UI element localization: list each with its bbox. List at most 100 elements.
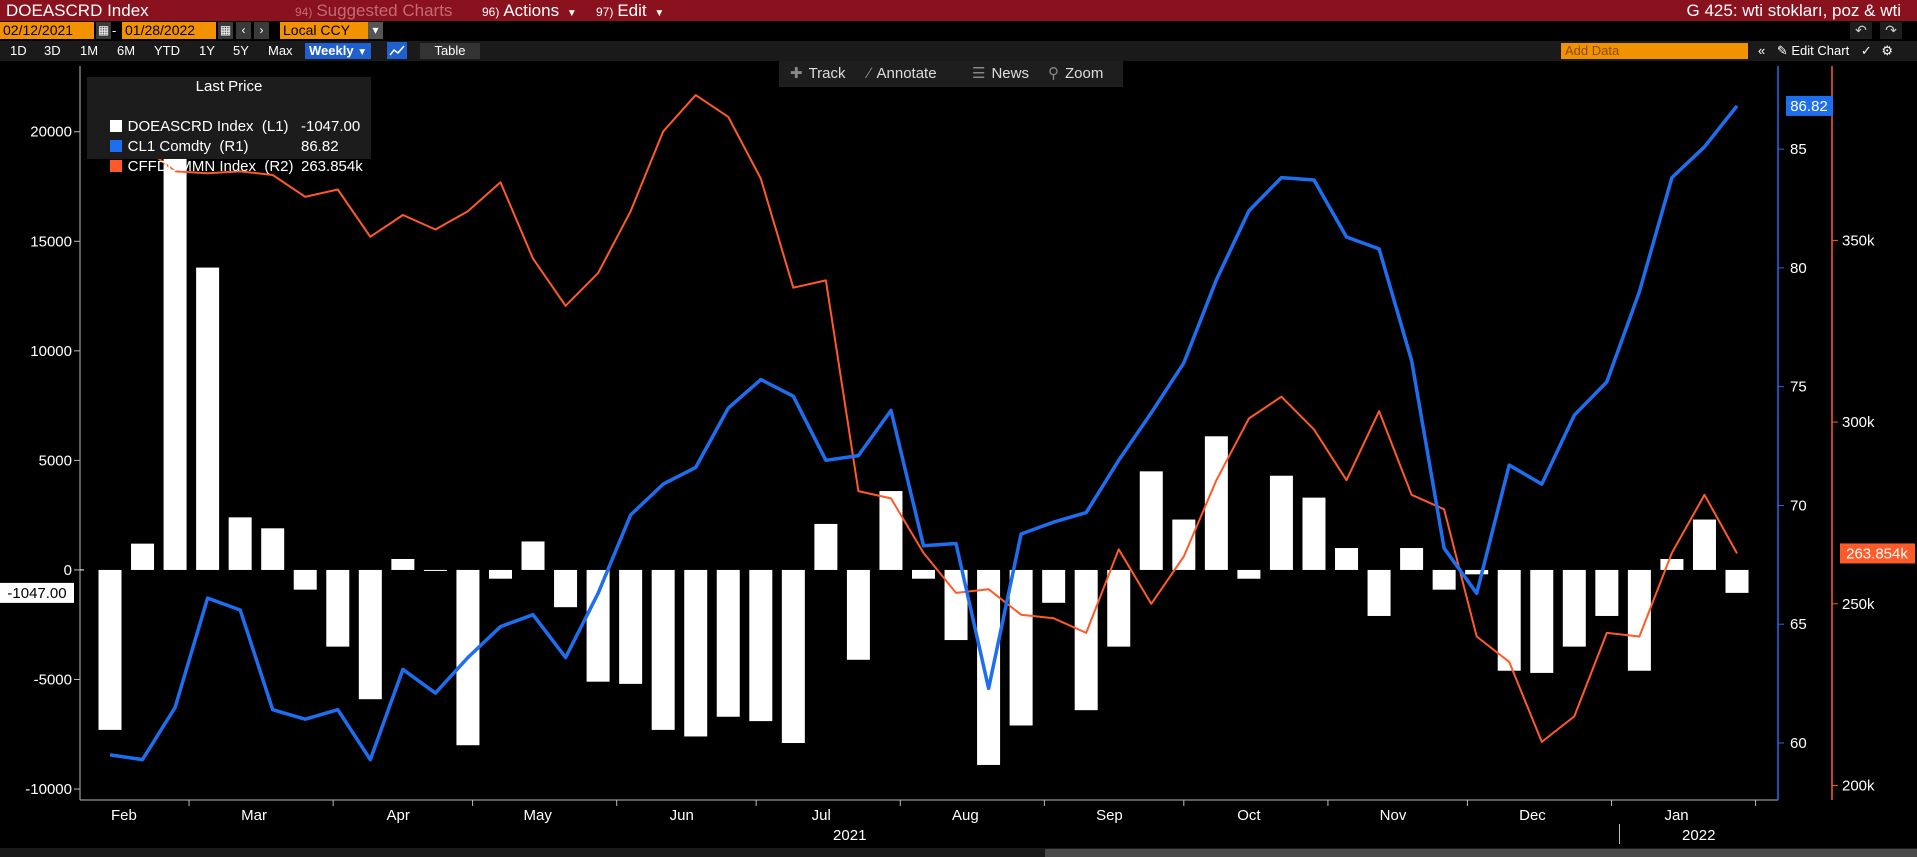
inventory-bar: [163, 98, 187, 570]
suggested-charts-menu[interactable]: 94) Suggested Charts: [295, 0, 452, 21]
x-axis-year-label: 2021: [833, 827, 866, 844]
inventory-bar: [1204, 436, 1228, 570]
last-value-r1-box: [1786, 95, 1833, 116]
date-range-bar: [0, 21, 1917, 41]
inventory-bar: [684, 569, 708, 737]
inventory-bar: [749, 569, 773, 722]
period-1m[interactable]: 1M: [80, 43, 99, 58]
end-date-input[interactable]: 01/28/2022: [122, 22, 216, 39]
inventory-bar: [1367, 569, 1391, 616]
table-button[interactable]: Table: [420, 43, 480, 59]
currency-select[interactable]: Local CCY: [280, 22, 383, 39]
x-axis-month-label: Oct: [1237, 807, 1261, 824]
inventory-bar: [1172, 519, 1196, 570]
inventory-bar: [1009, 569, 1033, 726]
annotate-icon: ∕: [868, 65, 871, 82]
inventory-bar: [781, 569, 805, 744]
previous-arrow-icon[interactable]: ‹: [236, 22, 251, 39]
inventory-bar: [846, 569, 870, 660]
track-label: Track: [808, 65, 846, 82]
left-axis-tick-label: 15000: [30, 233, 72, 250]
zoom-label: Zoom: [1065, 65, 1104, 82]
horizontal-scrollbar[interactable]: [0, 848, 1917, 857]
currency-value: Local CCY: [283, 22, 350, 38]
x-axis-month-label: Jun: [670, 807, 694, 824]
period-6m[interactable]: 6M: [117, 43, 136, 58]
inventory-bar: [293, 569, 317, 590]
inventory-bar: [521, 541, 545, 570]
x-axis-month-label: Dec: [1519, 807, 1546, 824]
inventory-bar: [1725, 569, 1749, 593]
scrollbar-thumb[interactable]: [1045, 849, 1917, 857]
edit-chart-button[interactable]: « ✎ Edit Chart ✓ ⚙: [1758, 43, 1893, 59]
period-3d[interactable]: 3D: [44, 43, 61, 58]
period-1y[interactable]: 1Y: [199, 43, 215, 58]
last-value-r2: 263.854k: [1846, 545, 1908, 562]
actions-label: Actions: [503, 1, 560, 20]
calendar-icon[interactable]: ▦: [96, 22, 111, 39]
inventory-bar: [619, 569, 643, 684]
x-axis-month-label: Sep: [1096, 807, 1123, 824]
legend-title: Last Price: [195, 78, 263, 95]
legend-swatch: [109, 140, 122, 152]
inventory-bar: [944, 569, 968, 641]
last-value-l1: -1047.00: [7, 585, 66, 602]
x-axis-month-label: May: [523, 807, 552, 824]
edit-menu[interactable]: 97) Edit ▼: [596, 0, 664, 21]
zoom-tool[interactable]: ⚲ Zoom: [1048, 61, 1103, 87]
redo-icon[interactable]: ↷: [1880, 22, 1902, 39]
price-chart[interactable]: 20000 15000 10000 5000 0 -5000 -10000 85 80 75 70 6…: [0, 61, 1917, 848]
r1-axis-tick-label: 60: [1790, 735, 1807, 752]
inventory-bar: [1497, 569, 1521, 671]
track-tool[interactable]: ✚ Track: [790, 61, 846, 87]
next-arrow-icon[interactable]: ›: [254, 22, 269, 39]
period-1d[interactable]: 1D: [10, 43, 27, 58]
r2-axis-tick-label: 350k: [1842, 232, 1875, 249]
inventory-bar: [1335, 548, 1359, 570]
news-label: News: [991, 65, 1029, 82]
security-ticker[interactable]: DOEASCRD Index: [6, 1, 149, 20]
inventory-bar: [879, 491, 903, 570]
inventory-bar: [1660, 558, 1684, 570]
inventory-bar: [554, 569, 578, 608]
period-5y[interactable]: 5Y: [233, 43, 249, 58]
legend-series-value: 86.82: [301, 138, 339, 155]
edit-number: 97): [596, 5, 614, 19]
line-chart-icon[interactable]: [387, 42, 407, 59]
gear-icon[interactable]: ⚙: [1881, 43, 1894, 58]
r2-axis-tick-label: 250k: [1842, 596, 1875, 613]
period-max[interactable]: Max: [268, 43, 293, 58]
legend-row-doeascrd[interactable]: DOEASCRD Index (L1) -1047.00: [93, 97, 360, 135]
brush-icon[interactable]: ✓: [1860, 43, 1872, 58]
frequency-select[interactable]: Weekly ▼: [305, 43, 372, 59]
legend-row-cffdqmmn[interactable]: CFFDQMMN Index (R2) 263.854k: [93, 137, 363, 175]
annotate-tool[interactable]: ∕ Annotate: [868, 61, 937, 87]
inventory-bar: [1237, 569, 1261, 579]
inventory-bar: [131, 543, 155, 570]
legend-swatch: [109, 120, 122, 132]
chevron-down-icon[interactable]: ▾: [368, 22, 383, 39]
chart-tool-strip: [779, 61, 1123, 87]
inventory-bar: [1107, 569, 1131, 647]
x-axis-month-label: Feb: [111, 807, 137, 824]
inventory-bar: [1042, 569, 1066, 603]
add-data-input[interactable]: Add Data: [1561, 43, 1748, 59]
actions-menu[interactable]: 96) Actions ▼: [482, 0, 577, 21]
news-tool[interactable]: ☰ News: [972, 61, 1029, 87]
x-axis-year-label: 2022: [1682, 827, 1715, 844]
x-axis-month-label: Nov: [1380, 807, 1407, 824]
r1-axis-tick-label: 85: [1790, 141, 1807, 158]
collapse-icon[interactable]: «: [1758, 43, 1766, 58]
legend-row-cl1[interactable]: CL1 Comdty (R1) 86.82: [93, 117, 339, 155]
last-value-l1-box: [0, 582, 74, 603]
inventory-bar: [1302, 497, 1326, 570]
r1-axis-tick-label: 65: [1790, 616, 1807, 633]
undo-icon[interactable]: ↶: [1850, 22, 1872, 39]
chart-legend[interactable]: Last Price DOEASCRD Index (L1) -1047.00 C…: [87, 77, 371, 175]
calendar-icon[interactable]: ▦: [218, 22, 233, 39]
period-ytd[interactable]: YTD: [154, 43, 180, 58]
inventory-bar: [228, 517, 252, 570]
suggested-charts-number: 94): [295, 5, 313, 19]
left-axis-tick-label: 0: [64, 562, 72, 579]
start-date-input[interactable]: 02/12/2021: [0, 22, 94, 39]
